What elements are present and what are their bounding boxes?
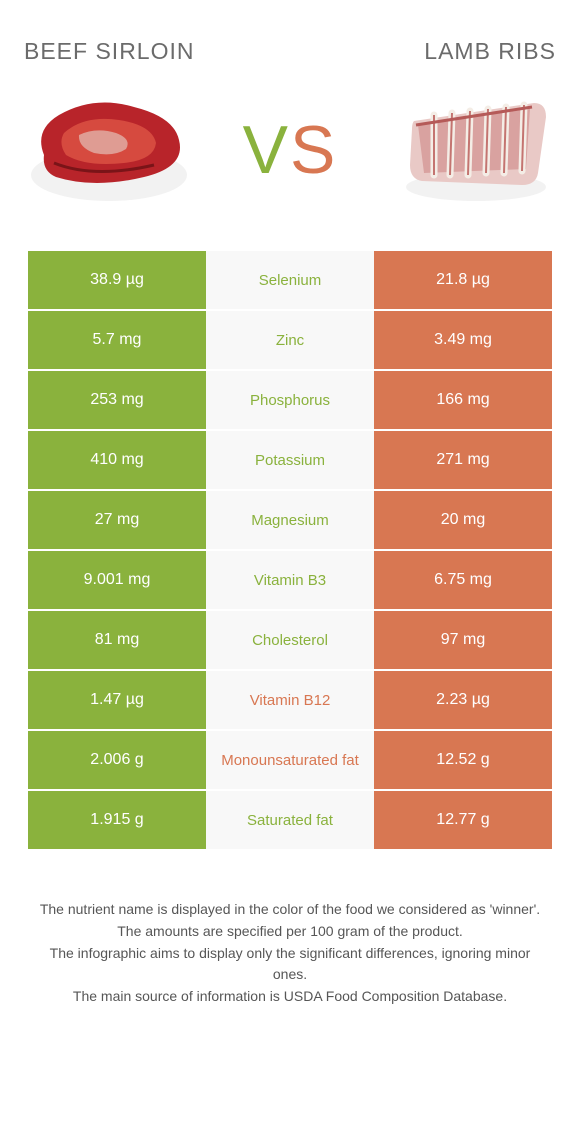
food1-value: 38.9 µg bbox=[28, 251, 206, 309]
header-row: Beef sirloin Lamb ribs bbox=[24, 20, 556, 71]
food2-value: 271 mg bbox=[374, 431, 552, 489]
footer-line-4: The main source of information is USDA F… bbox=[34, 986, 546, 1007]
nutrient-row: 9.001 mgVitamin B36.75 mg bbox=[28, 551, 552, 609]
food1-title: Beef sirloin bbox=[24, 38, 194, 65]
nutrient-label: Phosphorus bbox=[206, 371, 374, 429]
food1-value: 2.006 g bbox=[28, 731, 206, 789]
food1-value: 253 mg bbox=[28, 371, 206, 429]
food1-value: 27 mg bbox=[28, 491, 206, 549]
nutrient-table: 38.9 µgSelenium21.8 µg5.7 mgZinc3.49 mg2… bbox=[24, 251, 556, 849]
nutrient-label: Potassium bbox=[206, 431, 374, 489]
food2-value: 166 mg bbox=[374, 371, 552, 429]
food2-value: 21.8 µg bbox=[374, 251, 552, 309]
nutrient-row: 81 mgCholesterol97 mg bbox=[28, 611, 552, 669]
food2-value: 3.49 mg bbox=[374, 311, 552, 369]
nutrient-label: Vitamin B12 bbox=[206, 671, 374, 729]
vs-v: V bbox=[243, 112, 290, 188]
food1-value: 5.7 mg bbox=[28, 311, 206, 369]
images-row: VS bbox=[24, 71, 556, 251]
nutrient-label: Selenium bbox=[206, 251, 374, 309]
food2-value: 2.23 µg bbox=[374, 671, 552, 729]
food1-value: 1.915 g bbox=[28, 791, 206, 849]
footer-line-2: The amounts are specified per 100 gram o… bbox=[34, 921, 546, 942]
food2-title: Lamb ribs bbox=[424, 38, 556, 65]
footer-line-3: The infographic aims to display only the… bbox=[34, 943, 546, 985]
nutrient-row: 27 mgMagnesium20 mg bbox=[28, 491, 552, 549]
nutrient-row: 38.9 µgSelenium21.8 µg bbox=[28, 251, 552, 309]
food2-value: 6.75 mg bbox=[374, 551, 552, 609]
nutrient-label: Saturated fat bbox=[206, 791, 374, 849]
nutrient-row: 2.006 gMonounsaturated fat12.52 g bbox=[28, 731, 552, 789]
food2-value: 97 mg bbox=[374, 611, 552, 669]
food1-value: 1.47 µg bbox=[28, 671, 206, 729]
comparison-infographic: Beef sirloin Lamb ribs VS 38.9 µgSeleniu… bbox=[0, 0, 580, 1048]
food1-value: 410 mg bbox=[28, 431, 206, 489]
nutrient-row: 5.7 mgZinc3.49 mg bbox=[28, 311, 552, 369]
food1-value: 81 mg bbox=[28, 611, 206, 669]
nutrient-row: 253 mgPhosphorus166 mg bbox=[28, 371, 552, 429]
food2-value: 20 mg bbox=[374, 491, 552, 549]
nutrient-row: 1.915 gSaturated fat12.77 g bbox=[28, 791, 552, 849]
vs-label: VS bbox=[243, 111, 338, 189]
footer-text: The nutrient name is displayed in the co… bbox=[24, 851, 556, 1007]
nutrient-row: 1.47 µgVitamin B122.23 µg bbox=[28, 671, 552, 729]
nutrient-label: Zinc bbox=[206, 311, 374, 369]
vs-s: S bbox=[290, 112, 337, 188]
lamb-ribs-icon bbox=[386, 85, 556, 215]
footer-line-1: The nutrient name is displayed in the co… bbox=[34, 899, 546, 920]
nutrient-label: Cholesterol bbox=[206, 611, 374, 669]
food2-value: 12.52 g bbox=[374, 731, 552, 789]
nutrient-label: Magnesium bbox=[206, 491, 374, 549]
nutrient-row: 410 mgPotassium271 mg bbox=[28, 431, 552, 489]
food1-value: 9.001 mg bbox=[28, 551, 206, 609]
nutrient-label: Monounsaturated fat bbox=[206, 731, 374, 789]
nutrient-label: Vitamin B3 bbox=[206, 551, 374, 609]
beef-sirloin-icon bbox=[24, 85, 194, 215]
food2-value: 12.77 g bbox=[374, 791, 552, 849]
